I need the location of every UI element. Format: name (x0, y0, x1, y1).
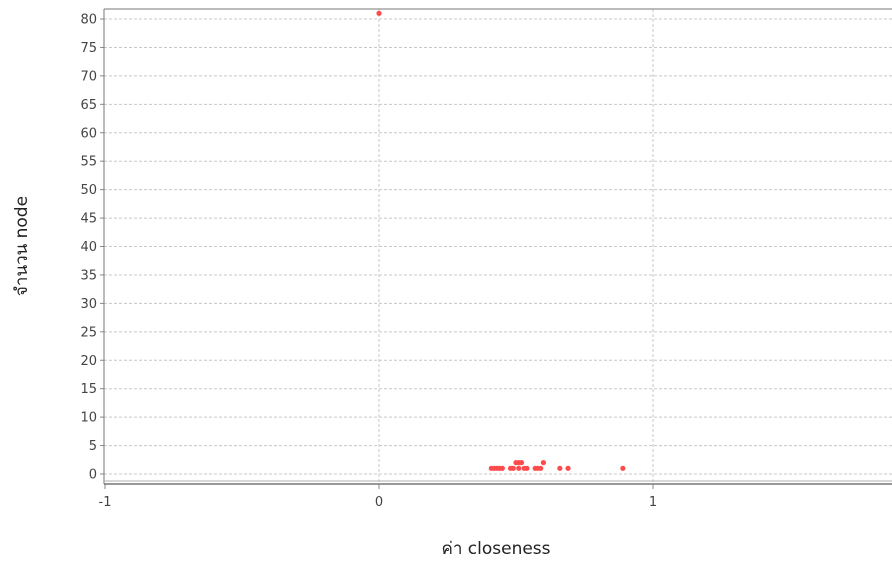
data-point (516, 465, 522, 471)
x-axis-title: ค่า closeness (441, 539, 550, 559)
data-point (524, 465, 530, 471)
data-point (565, 465, 571, 471)
data-point (557, 465, 563, 471)
data-point (620, 465, 626, 471)
y-tick-label: 30 (80, 297, 97, 312)
y-tick-label: 10 (80, 411, 97, 426)
y-tick-label: 65 (80, 98, 97, 113)
y-tick-label: 40 (80, 240, 97, 255)
data-point (518, 460, 525, 466)
y-tick-label: 25 (80, 325, 97, 340)
y-tick-label: 55 (80, 155, 97, 170)
data-point (540, 460, 547, 466)
y-tick-label: 20 (80, 354, 97, 369)
data-point (376, 10, 382, 16)
y-tick-label: 5 (89, 439, 97, 454)
y-axis-title: จำนวน node (12, 196, 32, 296)
y-tick-label: 75 (80, 41, 97, 56)
data-point (510, 465, 516, 471)
y-tick-label: 80 (80, 13, 97, 28)
y-tick-label: 35 (80, 268, 97, 283)
data-points (376, 10, 626, 471)
data-point (538, 465, 544, 471)
y-tick-label: 45 (80, 212, 97, 227)
axes (100, 8, 892, 489)
y-tick-label: 50 (80, 183, 97, 198)
data-point (499, 465, 505, 471)
y-tick-label: 70 (80, 69, 97, 84)
grid-lines (104, 9, 892, 484)
x-tick-label: 1 (649, 495, 657, 510)
x-tick-label: -1 (99, 495, 112, 510)
x-tick-label: 0 (375, 495, 383, 510)
y-tick-label: 15 (80, 382, 97, 397)
plot-area (104, 9, 892, 484)
y-tick-label: 0 (89, 468, 97, 483)
y-tick-label: 60 (80, 126, 97, 141)
